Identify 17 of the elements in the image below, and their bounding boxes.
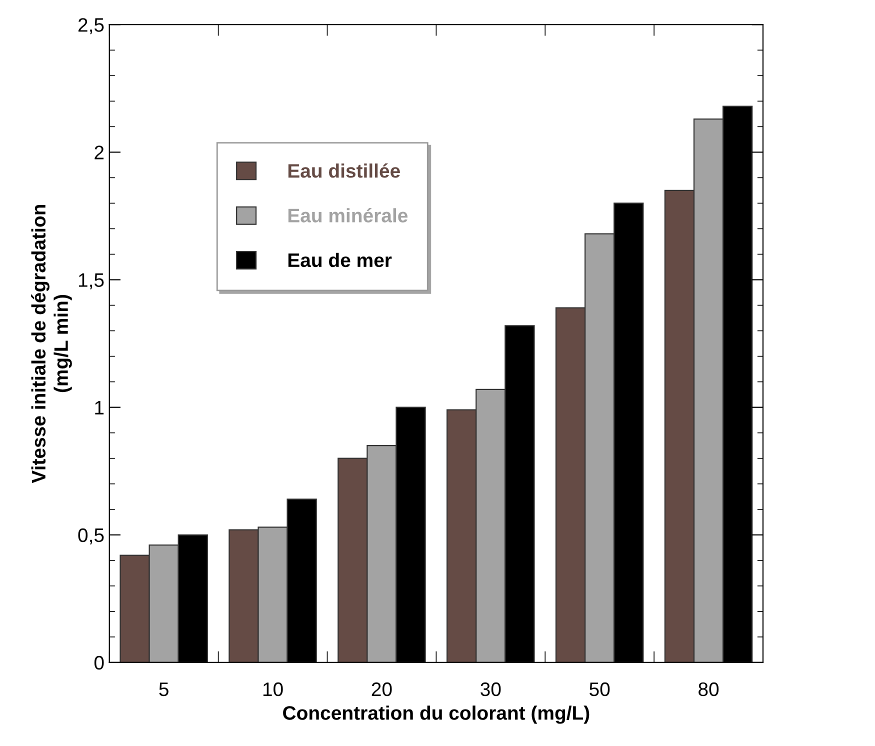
- x-tick-label: 5: [159, 682, 168, 696]
- y-axis-title: Vitesse initiale de dégradation (mg/L min): [31, 204, 72, 484]
- x-tick-label: 20: [372, 682, 392, 696]
- legend-label: Eau minérale: [288, 208, 408, 222]
- x-tick-label: 50: [590, 682, 610, 696]
- y-tick-label: 0,5: [78, 528, 104, 544]
- x-axis-title: Concentration du colorant (mg/L): [283, 706, 590, 724]
- x-tick-label: 80: [698, 682, 719, 696]
- legend-label: Eau distillée: [288, 163, 400, 178]
- y-tick-label: 2,5: [78, 18, 104, 34]
- y-tick-label: 1,5: [78, 273, 104, 290]
- legend-label: Eau de mer: [288, 252, 392, 268]
- x-tick-label: 10: [263, 682, 283, 696]
- x-tick-label: 30: [480, 682, 501, 696]
- y-tick-label: 0: [94, 656, 104, 670]
- y-tick-label: 1: [95, 400, 104, 414]
- y-tick-label: 2: [94, 146, 104, 160]
